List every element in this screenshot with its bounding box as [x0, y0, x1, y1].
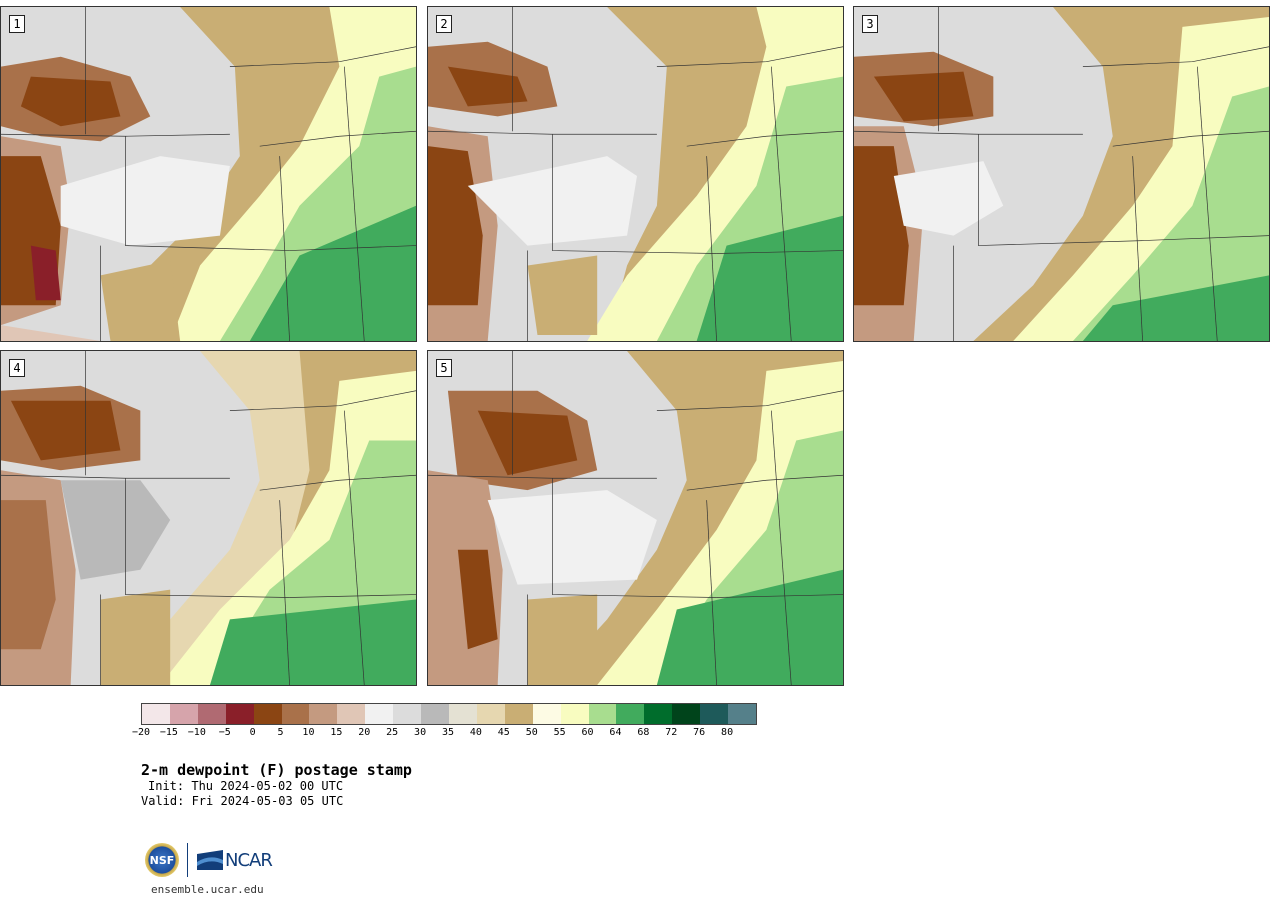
panel-number: 5	[436, 359, 452, 377]
colorbar-tick-label: 20	[358, 727, 371, 738]
colorbar-swatch	[393, 704, 422, 724]
dewpoint-map-5	[428, 351, 843, 685]
member-panel-3: 3	[853, 6, 1270, 342]
panel-number: 2	[436, 15, 452, 33]
colorbar-swatch	[253, 704, 282, 724]
colorbar-tick-label: 80	[721, 727, 734, 738]
dewpoint-map-2	[428, 7, 843, 341]
colorbar-swatch	[672, 704, 701, 724]
colorbar-swatch	[588, 704, 617, 724]
colorbar-tick-label: 5	[277, 727, 284, 738]
ncar-mark-icon	[197, 850, 223, 870]
colorbar-swatch	[337, 704, 366, 724]
member-panel-1: 1	[0, 6, 417, 342]
colorbar-swatch	[281, 704, 310, 724]
colorbar-tick-label: 55	[553, 727, 566, 738]
colorbar-ticks: −20 −15 −10 −5 0 5 10 15 20 25 30 35 40 45 50 55 60 64 68 7…	[132, 727, 757, 741]
colorbar-swatch	[504, 704, 533, 724]
colorbar-swatch	[560, 704, 589, 724]
colorbar-swatch	[476, 704, 505, 724]
colorbar-tick-label: 76	[693, 727, 706, 738]
sponsor-logos: NSF NCAR	[145, 843, 273, 877]
colorbar-swatch	[644, 704, 673, 724]
logo-divider	[187, 843, 188, 877]
init-time: Init: Thu 2024-05-02 00 UTC	[148, 779, 344, 793]
colorbar-tick-label: 25	[386, 727, 399, 738]
colorbar-tick-label: 45	[497, 727, 510, 738]
colorbar-swatch	[532, 704, 561, 724]
colorbar-swatch	[421, 704, 449, 724]
colorbar-tick-label: 64	[609, 727, 622, 738]
colorbar-swatch	[309, 704, 338, 724]
dewpoint-colorbar	[141, 703, 757, 725]
colorbar-swatch	[197, 704, 226, 724]
panel-number: 1	[9, 15, 25, 33]
colorbar-tick-label: 0	[249, 727, 256, 738]
member-panel-4: 4	[0, 350, 417, 686]
colorbar-swatch	[169, 704, 198, 724]
colorbar-tick-label: 30	[414, 727, 427, 738]
colorbar-swatch	[142, 704, 170, 724]
member-panel-5: 5	[427, 350, 844, 686]
colorbar-swatch	[448, 704, 477, 724]
colorbar-swatch	[225, 704, 254, 724]
ncar-logo: NCAR	[197, 849, 273, 871]
ncar-logo-text: NCAR	[225, 849, 273, 871]
dewpoint-map-3	[854, 7, 1269, 341]
colorbar-tick-label: 60	[581, 727, 594, 738]
panel-number: 4	[9, 359, 25, 377]
dewpoint-map-1	[1, 7, 416, 341]
colorbar-tick-label: −15	[159, 727, 178, 738]
site-url: ensemble.ucar.edu	[151, 883, 264, 896]
valid-time: Valid: Fri 2024-05-03 05 UTC	[141, 794, 344, 808]
colorbar-tick-label: 15	[330, 727, 343, 738]
colorbar-tick-label: 40	[469, 727, 482, 738]
nsf-logo: NSF	[145, 843, 179, 877]
nsf-logo-text: NSF	[149, 853, 175, 867]
colorbar-tick-label: 35	[441, 727, 455, 738]
colorbar-tick-label: 68	[637, 727, 650, 738]
dewpoint-map-4	[1, 351, 416, 685]
colorbar-tick-label: −20	[131, 727, 151, 738]
colorbar-swatch	[700, 704, 729, 724]
colorbar-tick-label: −10	[187, 727, 206, 738]
chart-title: 2-m dewpoint (F) postage stamp	[141, 761, 412, 779]
colorbar-tick-label: −5	[218, 727, 231, 738]
colorbar-tick-label: 72	[665, 727, 678, 738]
panel-number: 3	[862, 15, 878, 33]
colorbar-swatch	[616, 704, 645, 724]
colorbar-tick-label: 50	[525, 727, 538, 738]
colorbar-swatch	[728, 704, 756, 724]
colorbar-tick-label: 10	[302, 727, 315, 738]
member-panel-2: 2	[427, 6, 844, 342]
colorbar-swatch	[365, 704, 394, 724]
